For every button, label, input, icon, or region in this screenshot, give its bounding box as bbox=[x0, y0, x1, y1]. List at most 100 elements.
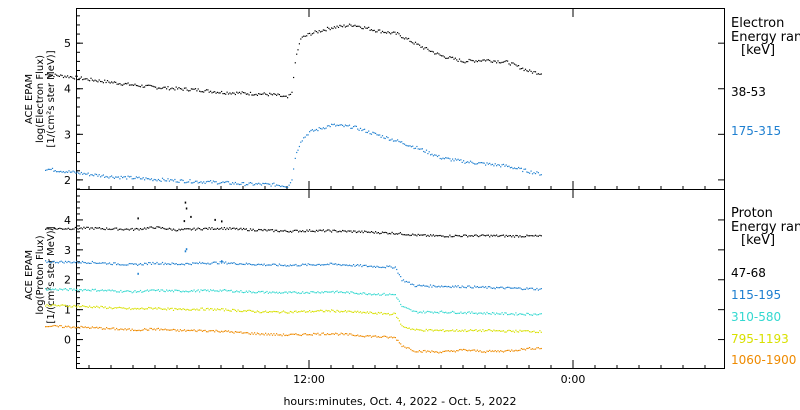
data-point bbox=[467, 285, 469, 287]
data-point bbox=[80, 262, 82, 264]
data-point bbox=[117, 83, 120, 85]
data-point bbox=[483, 351, 485, 353]
data-point bbox=[325, 127, 327, 129]
data-point bbox=[461, 312, 463, 314]
data-point bbox=[337, 124, 340, 127]
data-point bbox=[203, 289, 205, 291]
data-point bbox=[302, 230, 304, 232]
data-point bbox=[229, 262, 231, 265]
data-point bbox=[79, 227, 81, 230]
data-point bbox=[237, 309, 239, 311]
data-point bbox=[52, 229, 54, 231]
data-point bbox=[534, 234, 537, 236]
data-point bbox=[282, 230, 285, 232]
data-point bbox=[376, 31, 378, 33]
data-point bbox=[399, 232, 401, 234]
data-point bbox=[537, 172, 539, 174]
data-point bbox=[427, 350, 429, 352]
data-point bbox=[322, 332, 324, 334]
data-point bbox=[120, 328, 122, 330]
data-point bbox=[119, 178, 121, 180]
data-point bbox=[89, 228, 91, 230]
data-point bbox=[354, 292, 356, 295]
data-point bbox=[413, 350, 415, 352]
data-point bbox=[284, 311, 286, 313]
data-point bbox=[130, 228, 132, 230]
data-point bbox=[317, 32, 319, 34]
data-point bbox=[539, 234, 541, 236]
data-point bbox=[245, 332, 247, 334]
data-point bbox=[526, 312, 528, 314]
data-point bbox=[353, 25, 355, 27]
data-point bbox=[137, 307, 139, 310]
data-point bbox=[49, 75, 51, 77]
data-point bbox=[329, 333, 331, 336]
data-point bbox=[59, 325, 61, 327]
data-point bbox=[373, 293, 375, 295]
data-point bbox=[421, 285, 423, 287]
y-tick-label: 5 bbox=[64, 37, 71, 50]
data-point bbox=[45, 288, 47, 290]
data-point bbox=[221, 262, 223, 264]
data-point bbox=[58, 75, 60, 77]
data-point bbox=[490, 61, 492, 63]
data-point bbox=[207, 228, 209, 230]
data-point bbox=[453, 160, 455, 162]
data-point bbox=[194, 88, 197, 90]
data-point bbox=[271, 94, 274, 96]
data-point bbox=[324, 231, 326, 233]
data-point bbox=[172, 309, 175, 311]
data-point bbox=[508, 165, 510, 167]
data-point bbox=[340, 291, 342, 293]
data-point bbox=[486, 234, 488, 236]
data-point bbox=[281, 311, 283, 313]
data-point bbox=[309, 334, 311, 336]
data-point bbox=[204, 90, 206, 92]
data-point bbox=[351, 231, 353, 233]
data-point bbox=[314, 264, 316, 266]
data-point bbox=[485, 286, 487, 288]
proton-legend-title-2: Energy range bbox=[731, 220, 800, 235]
data-point bbox=[405, 234, 407, 236]
data-point bbox=[474, 349, 476, 351]
data-point bbox=[274, 311, 276, 313]
data-point bbox=[520, 68, 522, 70]
data-point bbox=[142, 228, 144, 230]
data-point bbox=[101, 289, 103, 291]
data-point bbox=[410, 234, 412, 236]
data-point bbox=[398, 300, 400, 302]
data-point bbox=[271, 229, 274, 231]
data-point bbox=[98, 307, 101, 309]
data-point bbox=[133, 291, 135, 293]
data-point bbox=[463, 286, 465, 288]
data-point bbox=[424, 285, 426, 287]
data-point bbox=[358, 129, 360, 131]
data-point bbox=[303, 310, 305, 312]
data-point bbox=[354, 230, 356, 232]
data-point bbox=[435, 286, 437, 288]
data-point bbox=[227, 181, 230, 183]
data-point bbox=[59, 261, 61, 263]
data-point bbox=[192, 262, 194, 264]
data-point bbox=[384, 267, 387, 269]
data-point bbox=[392, 140, 395, 142]
data-point bbox=[273, 310, 275, 312]
data-point bbox=[387, 31, 389, 33]
data-point bbox=[339, 24, 341, 26]
data-point bbox=[142, 86, 144, 88]
data-point bbox=[309, 32, 311, 34]
data-point bbox=[64, 260, 67, 262]
data-point bbox=[304, 263, 307, 265]
data-point bbox=[441, 55, 443, 57]
data-point bbox=[267, 229, 269, 231]
data-point bbox=[274, 229, 276, 231]
data-point bbox=[431, 50, 433, 52]
data-point bbox=[230, 183, 232, 185]
data-point bbox=[369, 265, 371, 267]
data-point bbox=[529, 314, 531, 316]
data-point bbox=[326, 310, 329, 312]
data-point bbox=[238, 183, 241, 186]
data-point bbox=[258, 93, 260, 95]
data-point bbox=[298, 145, 300, 148]
data-point bbox=[472, 349, 474, 351]
